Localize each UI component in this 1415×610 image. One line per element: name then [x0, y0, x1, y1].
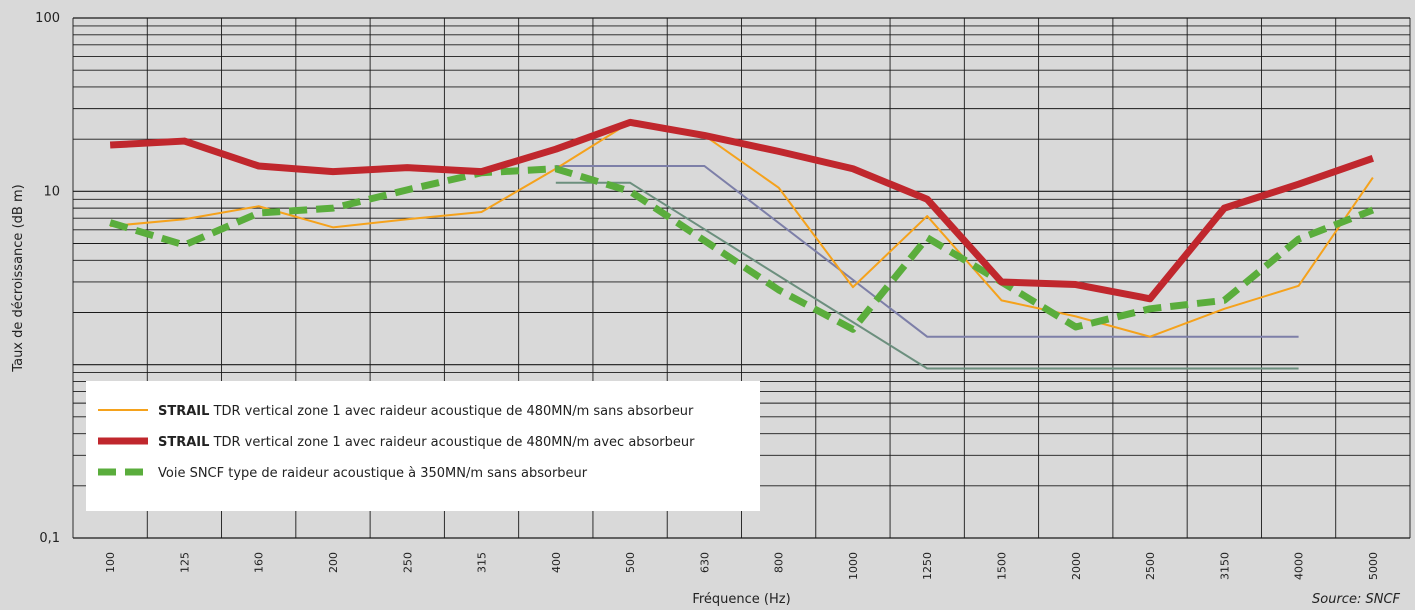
y-tick-label: 10: [43, 184, 60, 199]
x-tick-label: 3150: [1218, 552, 1231, 580]
series-line-3: [109, 165, 1375, 333]
x-tick-label: 800: [773, 552, 786, 573]
x-tick-label: 125: [178, 552, 191, 573]
x-tick-label: 315: [476, 552, 489, 573]
x-axis-label: Fréquence (Hz): [692, 592, 790, 607]
x-tick-label: 1250: [921, 552, 934, 580]
legend-entry-3: Voie SNCF type de raideur acoustique à 3…: [158, 466, 588, 481]
x-tick-label: 4000: [1293, 552, 1306, 580]
x-tick-label: 160: [253, 552, 266, 573]
x-tick-label: 100: [104, 552, 117, 573]
legend-brand: STRAIL: [158, 435, 209, 450]
series-line-1: [110, 121, 1374, 338]
x-tick-label: 1500: [995, 552, 1008, 580]
legend-entry-2: STRAIL TDR vertical zone 1 avec raideur …: [158, 435, 695, 450]
legend-box: [86, 381, 760, 511]
x-tick-label: 2000: [1070, 552, 1083, 580]
legend-description: Voie SNCF type de raideur acoustique à 3…: [158, 466, 588, 481]
x-tick-label: 1000: [847, 552, 860, 580]
x-tick-label: 250: [401, 552, 414, 573]
reference-line-1: [555, 165, 1299, 338]
x-tick-label: 5000: [1367, 552, 1380, 580]
y-axis-label: Taux de décroissance (dB m): [11, 184, 26, 372]
x-tick-label: 2500: [1144, 552, 1157, 580]
x-tick-label: 500: [624, 552, 637, 573]
source-note: Source: SNCF: [1312, 592, 1401, 607]
legend-description: TDR vertical zone 1 avec raideur acousti…: [209, 404, 694, 419]
x-tick-label: 400: [550, 552, 563, 573]
x-tick-label: 630: [698, 552, 711, 573]
series-lines: [109, 118, 1375, 338]
axis-ticks: 100 10 0,1 100 125 160 200 250 315 400 500 630 800 10…: [35, 11, 1380, 580]
x-tick-label: 200: [327, 552, 340, 573]
legend-entry-1: STRAIL TDR vertical zone 1 avec raideur …: [158, 404, 694, 419]
legend-description: TDR vertical zone 1 avec raideur acousti…: [209, 435, 695, 450]
series-line-2: [109, 118, 1375, 303]
y-tick-label: 100: [35, 11, 60, 26]
legend-brand: STRAIL: [158, 404, 209, 419]
y-tick-label: 0,1: [39, 531, 60, 546]
legend: STRAIL TDR vertical zone 1 avec raideur …: [86, 381, 760, 511]
